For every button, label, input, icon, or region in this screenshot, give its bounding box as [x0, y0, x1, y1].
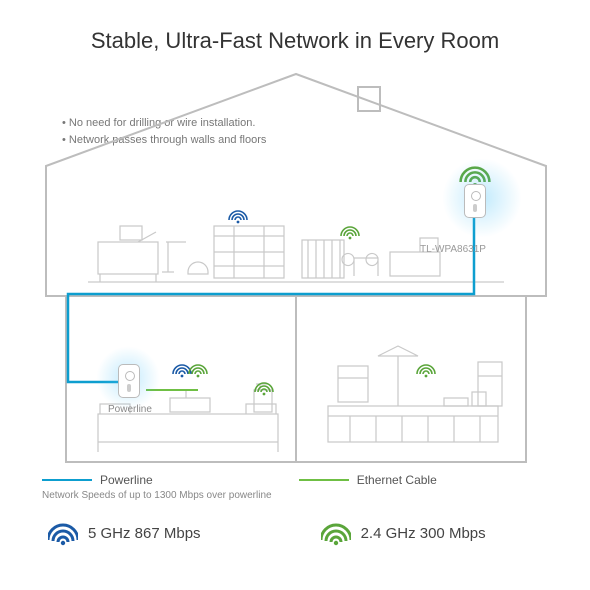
legend-powerline-swatch: [42, 479, 92, 481]
adapter-downstairs: [118, 364, 140, 398]
powerline-adapter-label: Powerline: [108, 404, 152, 415]
band-5ghz: 5 GHz 867 Mbps: [48, 520, 201, 546]
band-5ghz-label: 5 GHz 867 Mbps: [88, 525, 201, 542]
wifi-icon-5ghz: [48, 520, 78, 546]
band-info: 5 GHz 867 Mbps 2.4 GHz 300 Mbps: [48, 520, 550, 546]
legend-note: Network Speeds of up to 1300 Mbps over p…: [42, 490, 550, 501]
product-label: TL-WPA8631P: [420, 244, 486, 255]
page-title: Stable, Ultra-Fast Network in Every Room: [0, 28, 590, 54]
wifi-icon-2.4ghz: [321, 520, 351, 546]
band-2.4ghz: 2.4 GHz 300 Mbps: [321, 520, 486, 546]
band-2.4ghz-label: 2.4 GHz 300 Mbps: [361, 525, 486, 542]
legend: Powerline Ethernet Cable Network Speeds …: [42, 473, 550, 501]
legend-ethernet-label: Ethernet Cable: [357, 473, 437, 487]
adapter-upstairs: [464, 184, 486, 218]
legend-powerline-label: Powerline: [100, 473, 153, 487]
legend-ethernet-swatch: [299, 479, 349, 481]
